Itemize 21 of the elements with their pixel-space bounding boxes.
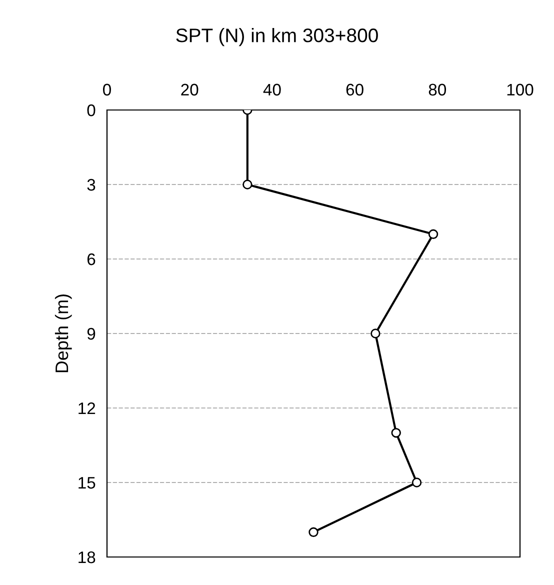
point — [242, 180, 252, 190]
x-tick-label: 60 — [346, 84, 364, 96]
point — [428, 229, 438, 240]
point — [308, 527, 318, 538]
x-tick-label: 20 — [181, 84, 198, 96]
y-tick-label: 6 — [87, 253, 96, 266]
y-axis-title: Depth (m) — [54, 294, 72, 372]
y-tick-label: 12 — [78, 402, 96, 414]
y-tick-label: 3 — [87, 178, 96, 191]
y-tick-label: 18 — [78, 551, 96, 564]
y-tick-label: 15 — [78, 477, 96, 489]
x-tick-label: 40 — [263, 84, 281, 96]
y-tick-label: 0 — [87, 104, 96, 116]
y-tick-label: 9 — [87, 328, 96, 340]
point — [391, 428, 401, 438]
point — [370, 328, 380, 338]
x-tick-label: 80 — [428, 84, 446, 96]
point — [412, 478, 422, 488]
x-tick-label: 0 — [103, 84, 111, 96]
x-tick-label: 100 — [507, 84, 534, 96]
chart-title: SPT (N) in km 303+800 — [176, 28, 378, 46]
